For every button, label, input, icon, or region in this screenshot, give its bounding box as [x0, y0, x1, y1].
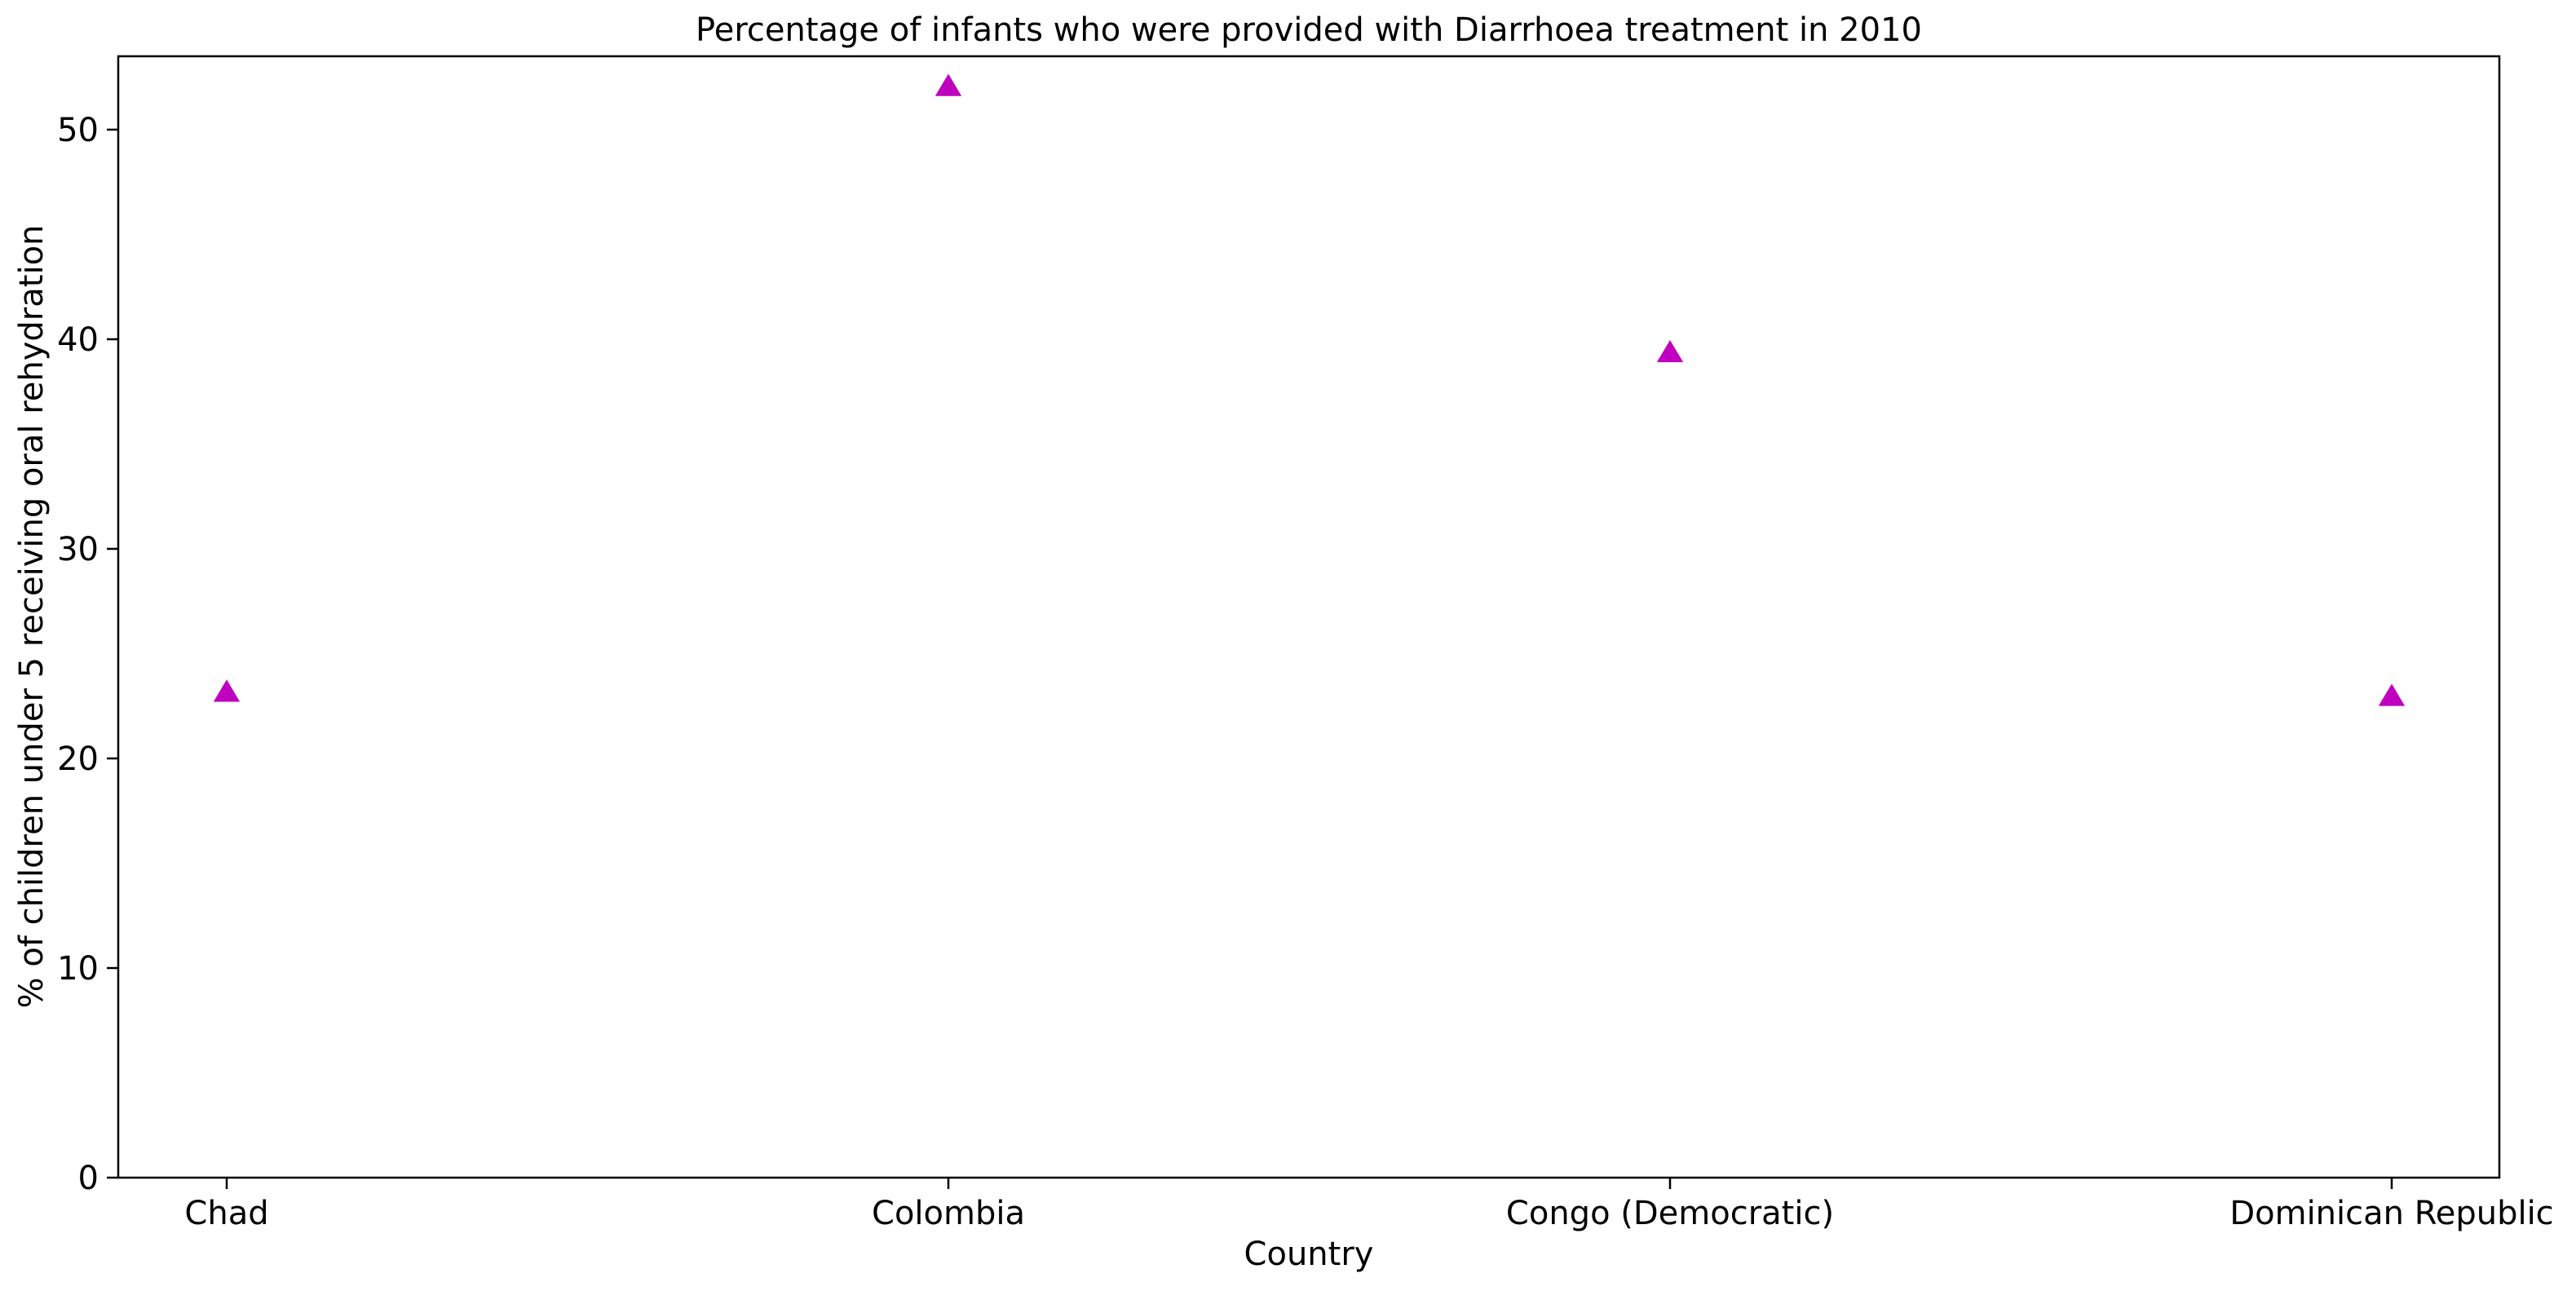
- x-tick-label: Dominican Republic: [2229, 1195, 2553, 1232]
- x-axis-ticks: Chad Colombia Congo (Democratic) Dominican …: [184, 1178, 2554, 1232]
- y-tick-label: 0: [78, 1160, 99, 1197]
- x-tick-label: Congo (Democratic): [1506, 1195, 1834, 1232]
- y-axis-label: % of children under 5 receiving oral reh…: [13, 225, 51, 1009]
- x-tick-label: Colombia: [872, 1195, 1025, 1232]
- data-point-congo-democratic: [1656, 339, 1684, 363]
- data-point-chad: [213, 679, 241, 702]
- data-point-dominican-republic: [2378, 683, 2406, 706]
- y-tick-label: 30: [57, 531, 99, 568]
- y-axis-ticks: 0 10 20 30 40 50: [57, 112, 118, 1197]
- y-tick-label: 20: [57, 741, 99, 778]
- data-points: [213, 73, 2406, 706]
- x-tick-label: Chad: [184, 1195, 268, 1232]
- y-tick-label: 40: [57, 321, 99, 359]
- chart-title: Percentage of infants who were provided …: [696, 11, 1922, 49]
- data-point-colombia: [935, 73, 962, 96]
- y-tick-label: 10: [57, 950, 99, 988]
- y-tick-label: 50: [57, 112, 99, 149]
- x-axis-label: Country: [1244, 1236, 1374, 1273]
- plot-frame: [117, 55, 2501, 1179]
